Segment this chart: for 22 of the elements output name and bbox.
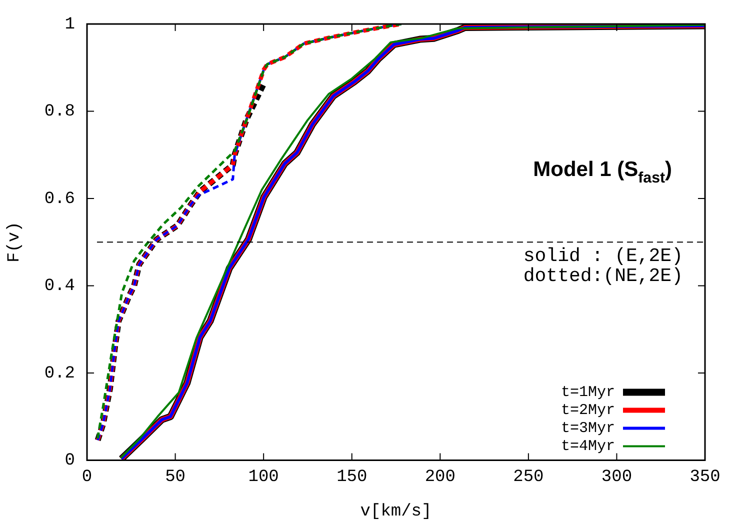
x-tick-label: 50	[165, 468, 186, 487]
legend-label: t=4Myr	[560, 438, 615, 456]
x-tick-label: 100	[248, 468, 279, 487]
y-tick-label: 0.8	[44, 102, 76, 122]
y-tick-label: 0.2	[44, 364, 76, 384]
x-tick-label: 200	[424, 468, 456, 487]
x-tick-label: 350	[690, 468, 720, 487]
x-tick-label: 300	[601, 468, 632, 487]
y-axis-title: F(v)	[6, 222, 25, 263]
y-tick-label: 0.6	[44, 190, 76, 209]
annotation: dotted:(NE,2E)	[523, 265, 683, 287]
legend-label: t=1Myr	[560, 384, 615, 402]
y-tick-label: 0	[64, 452, 76, 471]
legend-label: t=2Myr	[560, 402, 615, 420]
x-tick-label: 150	[336, 468, 368, 487]
x-tick-label: 0	[82, 468, 92, 487]
y-tick-label: 0.4	[44, 277, 76, 296]
x-axis-title: v[km/s]	[360, 502, 432, 522]
legend-label: t=3Myr	[560, 420, 615, 438]
x-tick-label: 250	[513, 468, 544, 487]
annotation: solid : (E,2E)	[523, 245, 683, 267]
y-tick-label: 1	[64, 16, 76, 34]
